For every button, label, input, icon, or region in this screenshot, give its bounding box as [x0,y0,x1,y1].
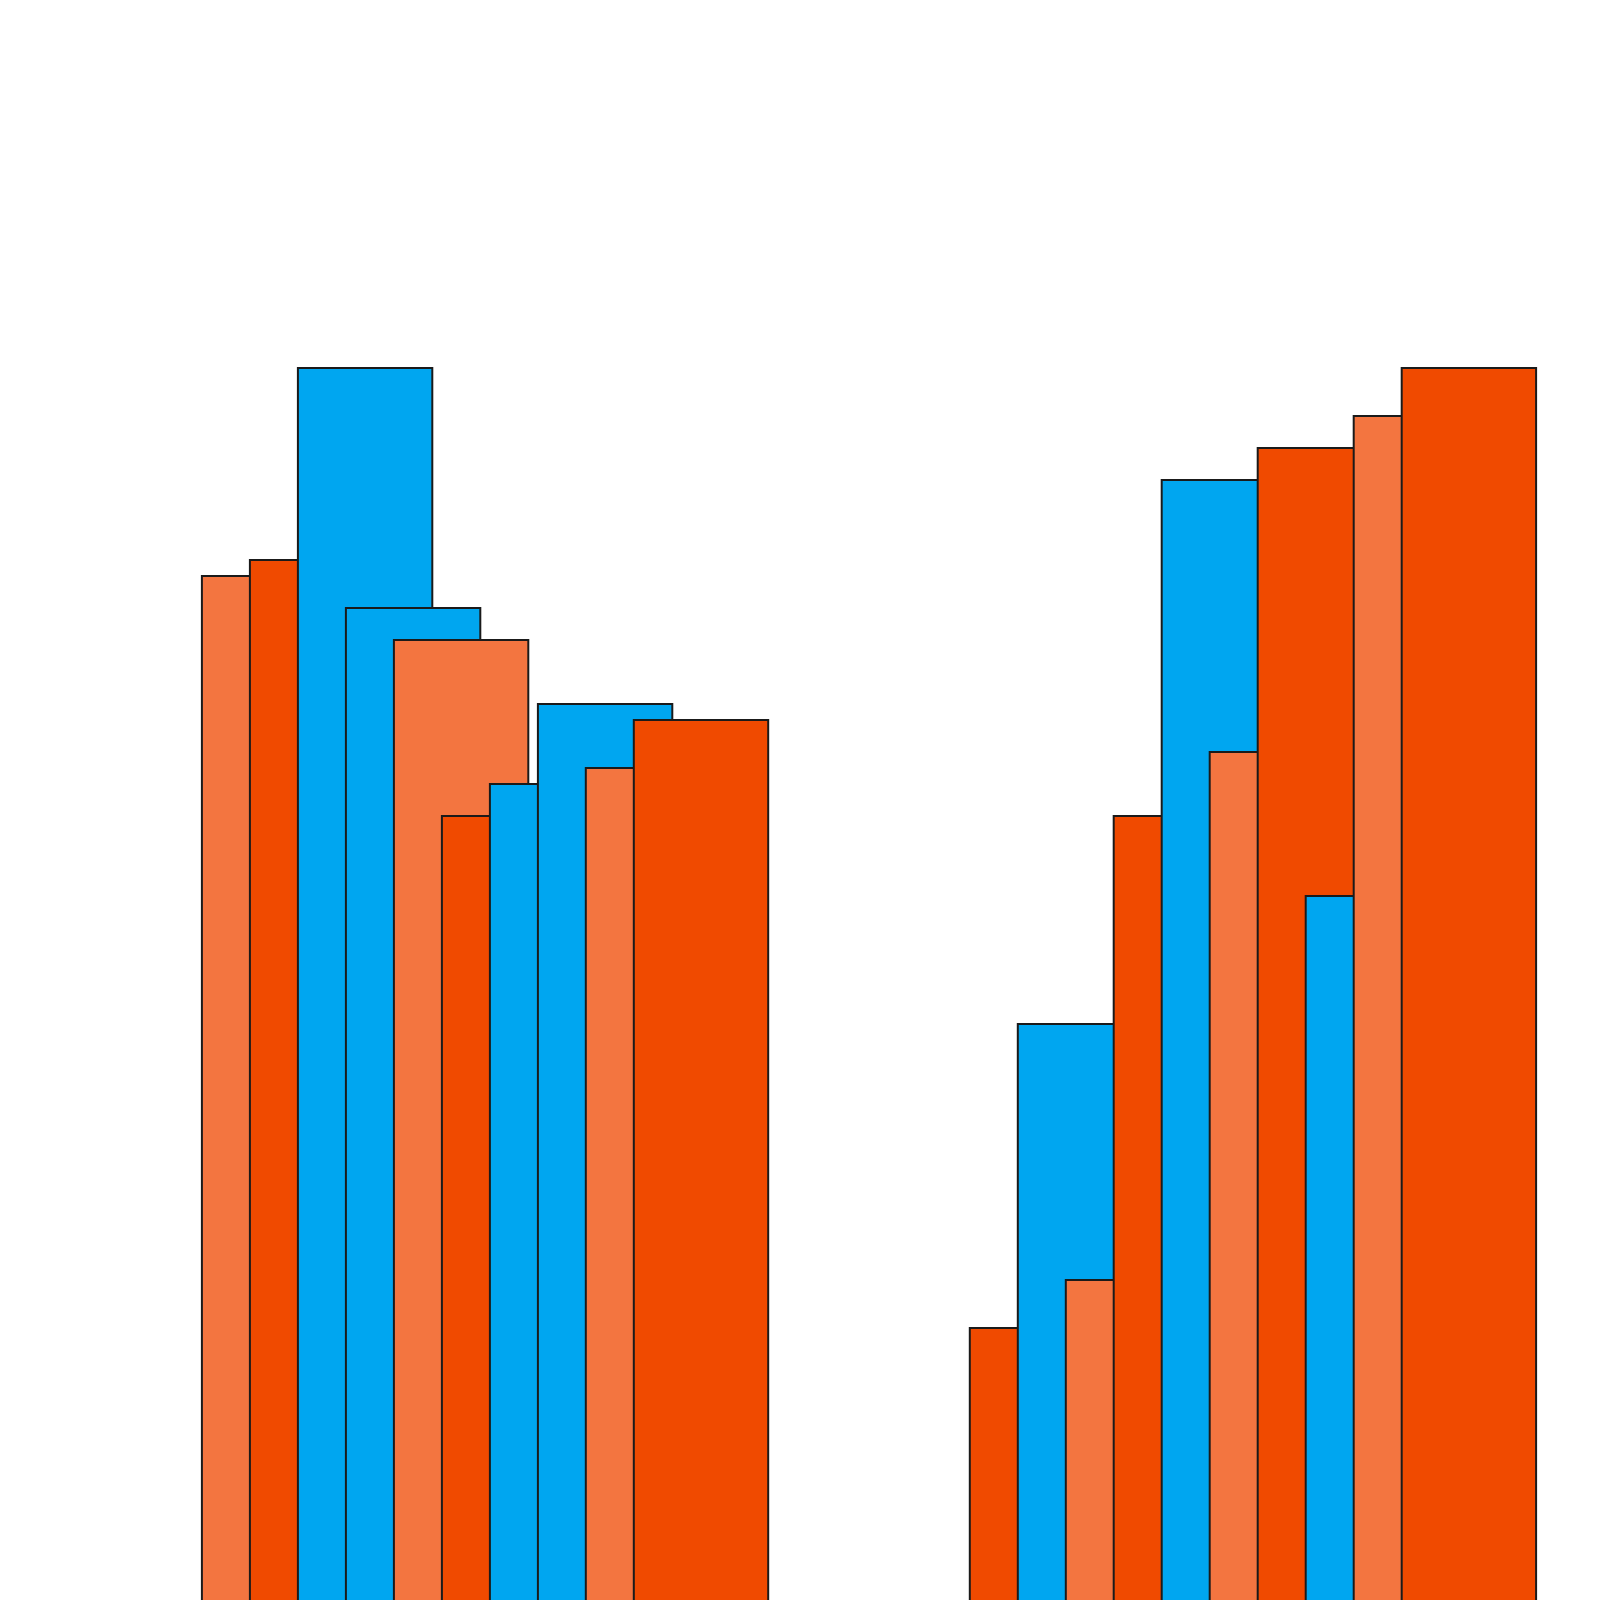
bars-layer [200,367,1538,1600]
bar-group1-10 [632,719,770,1600]
bar-group2-10 [1400,367,1538,1600]
